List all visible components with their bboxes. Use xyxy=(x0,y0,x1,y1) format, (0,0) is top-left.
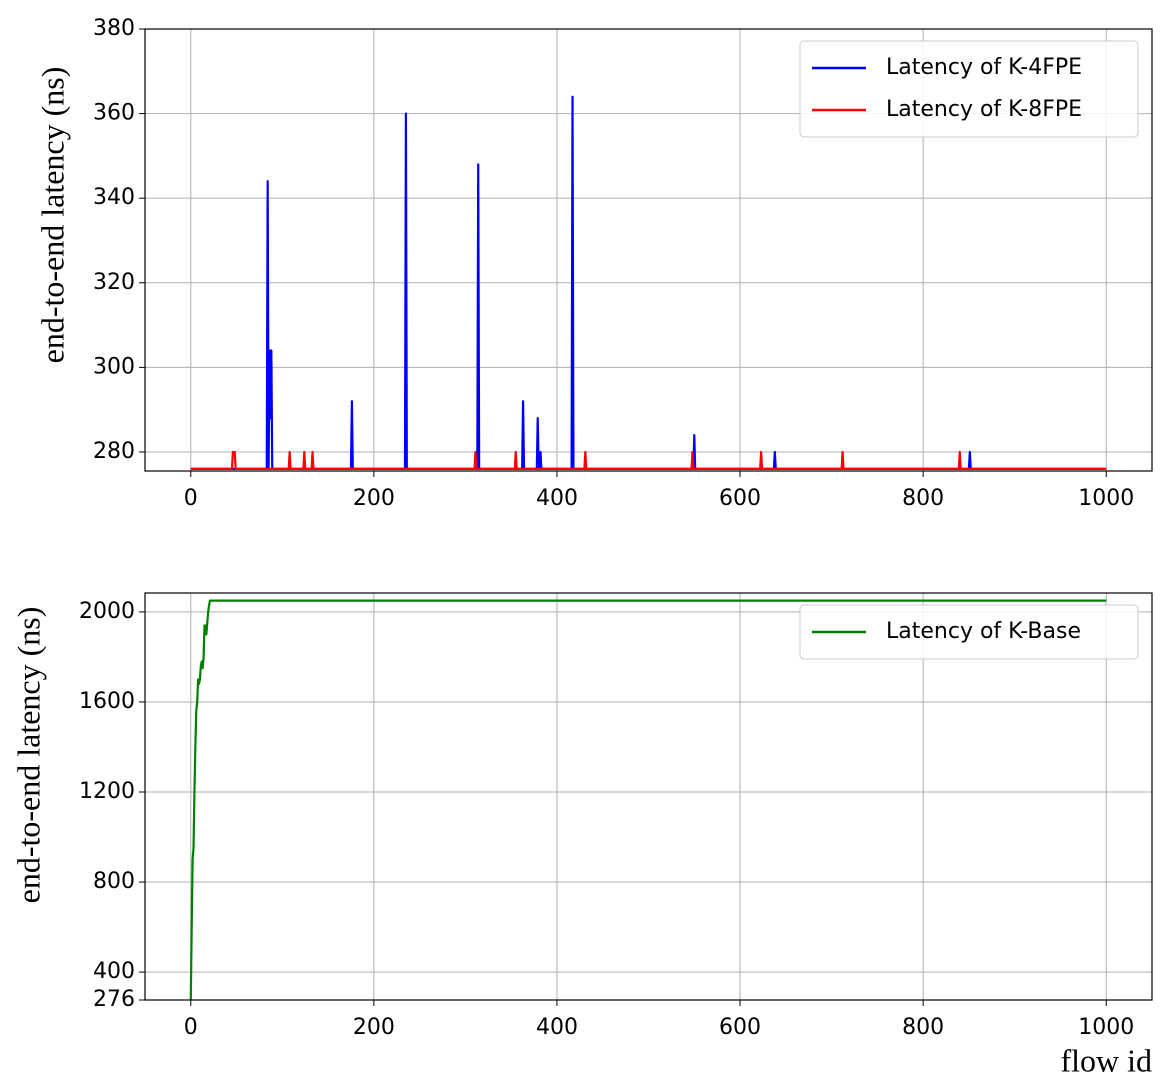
y-tick-label: 320 xyxy=(93,270,135,295)
x-tick-label: 400 xyxy=(536,486,578,511)
y-tick-label: 400 xyxy=(93,959,135,984)
x-tick-label: 200 xyxy=(353,1015,395,1040)
x-tick-label: 800 xyxy=(902,486,944,511)
y-tick-label: 1600 xyxy=(79,689,135,714)
y-axis-label: end-to-end latency (ns) xyxy=(34,67,70,364)
series-line xyxy=(189,599,1107,1001)
plot-frame xyxy=(144,28,1153,472)
legend-label: Latency of K-Base xyxy=(886,619,1081,644)
x-tick-label: 600 xyxy=(719,486,761,511)
y-tick-label: 340 xyxy=(93,185,135,210)
y-axis-label: end-to-end latency (ns) xyxy=(10,607,46,904)
x-tick-label: 800 xyxy=(902,1015,944,1040)
x-tick-label: 0 xyxy=(184,1015,198,1040)
y-tick-label: 1200 xyxy=(79,779,135,804)
legend-box xyxy=(799,40,1139,138)
x-tick-label: 1000 xyxy=(1078,1015,1134,1040)
y-tick-label: 800 xyxy=(93,869,135,894)
x-axis-label: flow id xyxy=(1060,1042,1152,1078)
plot-frame xyxy=(144,592,1153,1001)
x-tick-label: 1000 xyxy=(1078,486,1134,511)
x-tick-label: 400 xyxy=(536,1015,578,1040)
x-tick-label: 0 xyxy=(184,486,198,511)
y-tick-label: 360 xyxy=(93,101,135,126)
y-tick-label: 280 xyxy=(93,439,135,464)
x-tick-label: 200 xyxy=(353,486,395,511)
y-tick-label: 380 xyxy=(93,16,135,41)
x-tick-label: 600 xyxy=(719,1015,761,1040)
y-tick-label: 276 xyxy=(93,987,135,1012)
legend-label: Latency of K-8FPE xyxy=(886,97,1082,122)
legend-box xyxy=(799,604,1139,660)
y-tick-label: 2000 xyxy=(79,599,135,624)
series-line xyxy=(190,450,1107,470)
y-tick-label: 300 xyxy=(93,354,135,379)
legend-label: Latency of K-4FPE xyxy=(886,55,1082,80)
